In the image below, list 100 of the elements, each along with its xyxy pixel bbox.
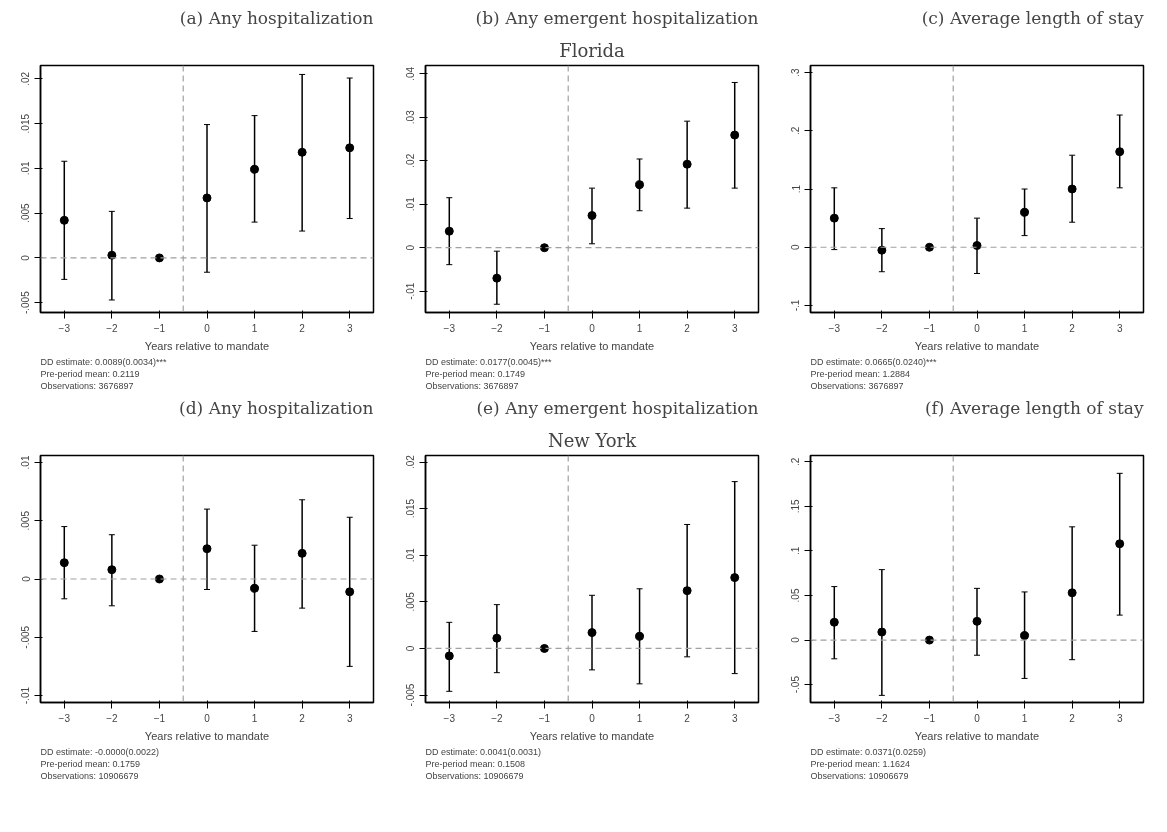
y-tick-label: -.005 — [20, 290, 32, 315]
point — [924, 242, 934, 252]
x-tick-label: 2 — [299, 712, 306, 724]
text: Observations: 10906679 — [425, 770, 524, 781]
point — [444, 226, 454, 236]
point — [492, 273, 502, 283]
point — [829, 213, 839, 223]
x-tick-label: 1 — [636, 712, 643, 724]
x-tick-label: 0 — [974, 712, 981, 724]
point — [444, 651, 454, 661]
point — [682, 159, 692, 169]
x-tick-label: −3 — [443, 712, 456, 724]
x-tick-label: −2 — [106, 322, 118, 334]
x-tick-label: −2 — [491, 712, 503, 724]
text: DD estimate: 0.0177(0.0045)*** — [425, 356, 553, 367]
text: DD estimate: 0.0371(0.0259) — [810, 746, 927, 757]
x-tick-label: 1 — [251, 322, 258, 334]
y-tick-label: .01 — [405, 547, 417, 563]
chart-title: (a) Any hospitalization — [179, 7, 374, 28]
y-tick-label: -.005 — [20, 625, 32, 649]
chart-title: (e) Any emergent hospitalization — [476, 397, 759, 418]
y-tick-label: 0 — [20, 254, 32, 261]
y-tick-label: -.1 — [790, 299, 802, 312]
point — [202, 544, 212, 554]
x-tick-label: −1 — [538, 322, 551, 334]
x-tick-label: 0 — [204, 712, 211, 724]
x-tick-label: −2 — [876, 322, 888, 334]
x-tick-label: 2 — [1069, 322, 1076, 334]
point — [1067, 588, 1077, 598]
text: Observations: 3676897 — [810, 380, 904, 391]
chart-subtitle: Florida — [559, 39, 626, 61]
x-tick-label: 3 — [346, 322, 353, 334]
y-tick-label: -.01 — [20, 686, 32, 705]
y-tick-label: .005 — [20, 202, 32, 223]
x-tick-label: 2 — [684, 322, 691, 334]
chart-title: (c) Average length of stay — [921, 7, 1144, 28]
text: Observations: 10906679 — [40, 770, 139, 781]
point — [1115, 539, 1125, 549]
y-tick-label: .01 — [405, 196, 417, 212]
point — [297, 548, 307, 558]
text: Pre-period mean: 0.1749 — [425, 368, 526, 379]
y-tick-label: 0 — [790, 636, 802, 643]
x-tick-label: −1 — [923, 712, 936, 724]
x-tick-label: 3 — [731, 712, 738, 724]
y-tick-label: -.005 — [405, 683, 417, 707]
y-tick-label: .05 — [790, 588, 802, 603]
y-tick-label: .04 — [405, 66, 417, 81]
point — [635, 180, 645, 190]
y-tick-label: .15 — [790, 498, 802, 514]
point — [587, 628, 597, 638]
y-tick-label: 0 — [405, 645, 417, 652]
x-tick-label: −3 — [58, 322, 71, 334]
y-tick-label: .01 — [20, 455, 32, 470]
text: Pre-period mean: 0.2119 — [40, 368, 140, 379]
point — [829, 617, 839, 627]
x-axis-title: Years relative to mandate — [529, 729, 655, 742]
point — [107, 565, 117, 575]
x-tick-label: 1 — [1021, 322, 1028, 334]
x-axis-title: Years relative to mandate — [914, 339, 1040, 352]
point — [345, 587, 355, 597]
chart-title: (f) Average length of stay — [924, 397, 1144, 418]
x-tick-label: −2 — [106, 712, 118, 724]
y-tick-label: .01 — [20, 161, 32, 176]
point — [297, 147, 307, 157]
chart-title: (d) Any hospitalization — [179, 397, 374, 418]
x-tick-label: 2 — [299, 322, 306, 334]
point — [877, 245, 887, 255]
x-tick-label: −1 — [153, 322, 166, 334]
y-tick-label: .005 — [20, 510, 32, 531]
text: DD estimate: -0.0000(0.0022) — [40, 746, 160, 757]
text: DD estimate: 0.0665(0.0240)*** — [810, 356, 938, 367]
x-axis-title: Years relative to mandate — [914, 729, 1040, 742]
y-tick-label: -.05 — [790, 675, 802, 694]
point — [730, 130, 740, 140]
y-tick-label: .03 — [405, 109, 417, 125]
point — [250, 164, 260, 174]
x-tick-label: 1 — [251, 712, 258, 724]
text: Pre-period mean: 0.1759 — [40, 758, 141, 769]
x-tick-label: 3 — [346, 712, 353, 724]
y-tick-label: -.01 — [405, 282, 417, 300]
point — [1067, 184, 1077, 194]
point — [250, 583, 260, 593]
point — [972, 616, 982, 626]
text: Observations: 3676897 — [40, 380, 134, 391]
point — [1020, 631, 1030, 641]
x-tick-label: 0 — [974, 322, 981, 334]
text: Observations: 3676897 — [425, 380, 519, 391]
x-axis-title: Years relative to mandate — [529, 339, 655, 352]
y-tick-label: .1 — [790, 184, 802, 194]
point — [635, 631, 645, 641]
chart-subtitle: New York — [547, 429, 638, 451]
x-tick-label: −1 — [923, 322, 936, 334]
x-tick-label: 3 — [1116, 712, 1123, 724]
x-tick-label: −2 — [491, 322, 503, 334]
x-tick-label: −2 — [876, 712, 888, 724]
point — [682, 586, 692, 596]
x-tick-label: 1 — [1021, 712, 1028, 724]
x-tick-label: −3 — [828, 712, 841, 724]
x-axis-title: Years relative to mandate — [144, 729, 270, 742]
x-tick-label: 3 — [731, 322, 738, 334]
